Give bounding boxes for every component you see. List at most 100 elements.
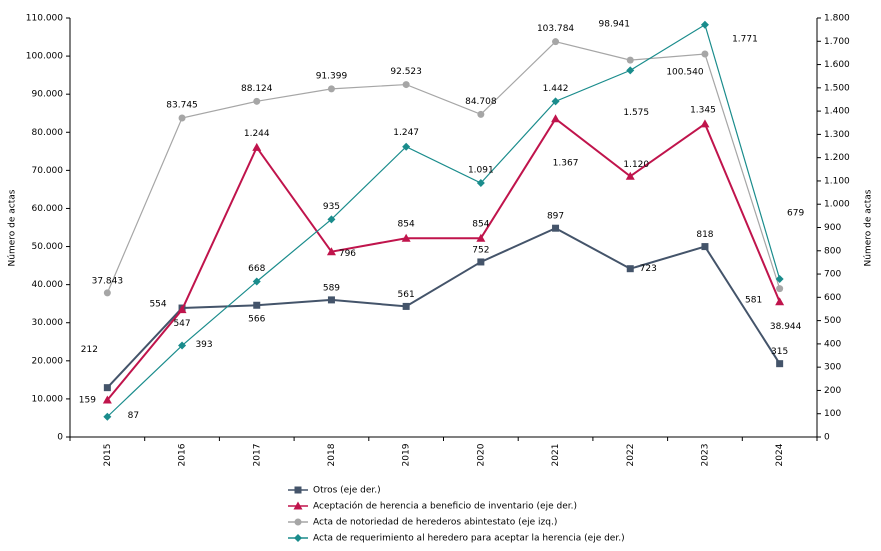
marker bbox=[177, 305, 187, 314]
marker bbox=[775, 274, 784, 283]
marker bbox=[776, 360, 784, 368]
y-tick-label: 30.000 bbox=[32, 318, 64, 328]
y2-tick-label: 0 bbox=[824, 433, 830, 443]
data-label: 393 bbox=[195, 340, 212, 350]
data-label: 581 bbox=[745, 295, 762, 305]
y-tick-label: 110.000 bbox=[26, 14, 63, 24]
y2-tick-label: 1.400 bbox=[824, 107, 850, 117]
marker bbox=[252, 142, 262, 151]
marker bbox=[253, 301, 261, 309]
marker bbox=[476, 179, 485, 188]
marker bbox=[775, 297, 785, 306]
data-label: 752 bbox=[472, 245, 489, 255]
data-label: 1.367 bbox=[553, 158, 579, 168]
data-label: 84.708 bbox=[465, 97, 497, 107]
marker bbox=[402, 81, 410, 89]
series-line bbox=[106, 41, 781, 294]
x-tick-label: 2020 bbox=[476, 443, 486, 466]
marker bbox=[326, 247, 336, 256]
data-label: 668 bbox=[248, 264, 265, 274]
y-tick-label: 50.000 bbox=[32, 242, 64, 252]
marker bbox=[477, 110, 485, 118]
marker bbox=[552, 38, 560, 46]
series-line bbox=[106, 227, 781, 389]
data-label: 92.523 bbox=[390, 67, 422, 77]
marker bbox=[477, 258, 485, 266]
data-label: 561 bbox=[398, 290, 415, 300]
x-tick-label: 2023 bbox=[700, 444, 710, 467]
data-label: 91.399 bbox=[316, 71, 348, 81]
marker bbox=[294, 534, 302, 542]
data-label: 818 bbox=[696, 230, 713, 240]
marker bbox=[625, 171, 635, 180]
series-line bbox=[106, 23, 781, 418]
legend-label: Acta de notoriedad de herederos abintest… bbox=[313, 518, 557, 528]
y2-tick-label: 400 bbox=[824, 339, 841, 349]
marker bbox=[476, 233, 486, 242]
marker bbox=[178, 341, 187, 350]
y2-tick-label: 500 bbox=[824, 316, 841, 326]
marker bbox=[626, 56, 634, 64]
x-tick-label: 2024 bbox=[775, 443, 785, 466]
y2-tick-label: 200 bbox=[824, 386, 841, 396]
y2-tick-label: 1.200 bbox=[824, 153, 850, 163]
y-tick-label: 0 bbox=[57, 433, 63, 443]
marker bbox=[327, 215, 336, 224]
marker bbox=[294, 486, 302, 494]
marker bbox=[103, 289, 111, 297]
data-label: 100.540 bbox=[666, 68, 703, 78]
data-label: 83.745 bbox=[166, 101, 198, 111]
marker bbox=[552, 224, 560, 232]
y2-tick-label: 1.800 bbox=[824, 14, 850, 24]
legend-label: Otros (eje der.) bbox=[313, 486, 381, 496]
data-label: 935 bbox=[323, 202, 340, 212]
data-label: 98.941 bbox=[599, 20, 631, 30]
data-label: 796 bbox=[339, 249, 356, 259]
marker bbox=[252, 277, 261, 286]
x-tick-label: 2017 bbox=[252, 444, 262, 467]
y2-tick-label: 1.700 bbox=[824, 37, 850, 47]
data-label: 566 bbox=[248, 315, 265, 325]
x-tick-label: 2018 bbox=[327, 443, 337, 466]
y2-tick-label: 1.500 bbox=[824, 83, 850, 93]
data-label: 554 bbox=[149, 300, 166, 310]
y-axis-title: Número de actas bbox=[8, 189, 18, 266]
marker bbox=[551, 97, 560, 106]
data-label: 1.575 bbox=[623, 108, 649, 118]
data-label: 103.784 bbox=[537, 24, 574, 34]
marker bbox=[700, 20, 709, 29]
marker bbox=[701, 50, 709, 58]
data-label: 37.843 bbox=[92, 276, 124, 286]
y-tick-label: 20.000 bbox=[32, 356, 64, 366]
y2-tick-label: 900 bbox=[824, 223, 841, 233]
marker bbox=[327, 85, 335, 93]
marker bbox=[103, 384, 111, 392]
y-tick-label: 100.000 bbox=[26, 52, 63, 62]
data-label: 547 bbox=[173, 319, 190, 329]
y-tick-label: 40.000 bbox=[32, 280, 64, 290]
data-label: 723 bbox=[640, 264, 657, 274]
marker bbox=[178, 114, 186, 122]
legend-label: Aceptación de herencia a beneficio de in… bbox=[313, 501, 577, 512]
x-tick-label: 2022 bbox=[626, 444, 636, 467]
x-tick-label: 2016 bbox=[178, 443, 188, 466]
y-tick-label: 80.000 bbox=[32, 128, 64, 138]
marker bbox=[327, 296, 335, 304]
marker bbox=[700, 119, 710, 128]
marker bbox=[402, 302, 410, 310]
y2-tick-label: 1.600 bbox=[824, 60, 850, 70]
y2-tick-label: 800 bbox=[824, 246, 841, 256]
legend-label: Acta de requerimiento al heredero para a… bbox=[313, 534, 625, 544]
data-label: 1.244 bbox=[244, 129, 270, 139]
data-label: 159 bbox=[79, 395, 96, 405]
data-label: 212 bbox=[81, 345, 98, 355]
data-label: 1.771 bbox=[732, 34, 758, 44]
marker bbox=[102, 395, 112, 404]
y2-tick-label: 1.100 bbox=[824, 176, 850, 186]
series-line bbox=[106, 117, 781, 401]
y2-tick-label: 600 bbox=[824, 293, 841, 303]
y2-tick-label: 700 bbox=[824, 270, 841, 280]
data-label: 315 bbox=[771, 347, 788, 357]
data-label: 897 bbox=[547, 212, 564, 222]
